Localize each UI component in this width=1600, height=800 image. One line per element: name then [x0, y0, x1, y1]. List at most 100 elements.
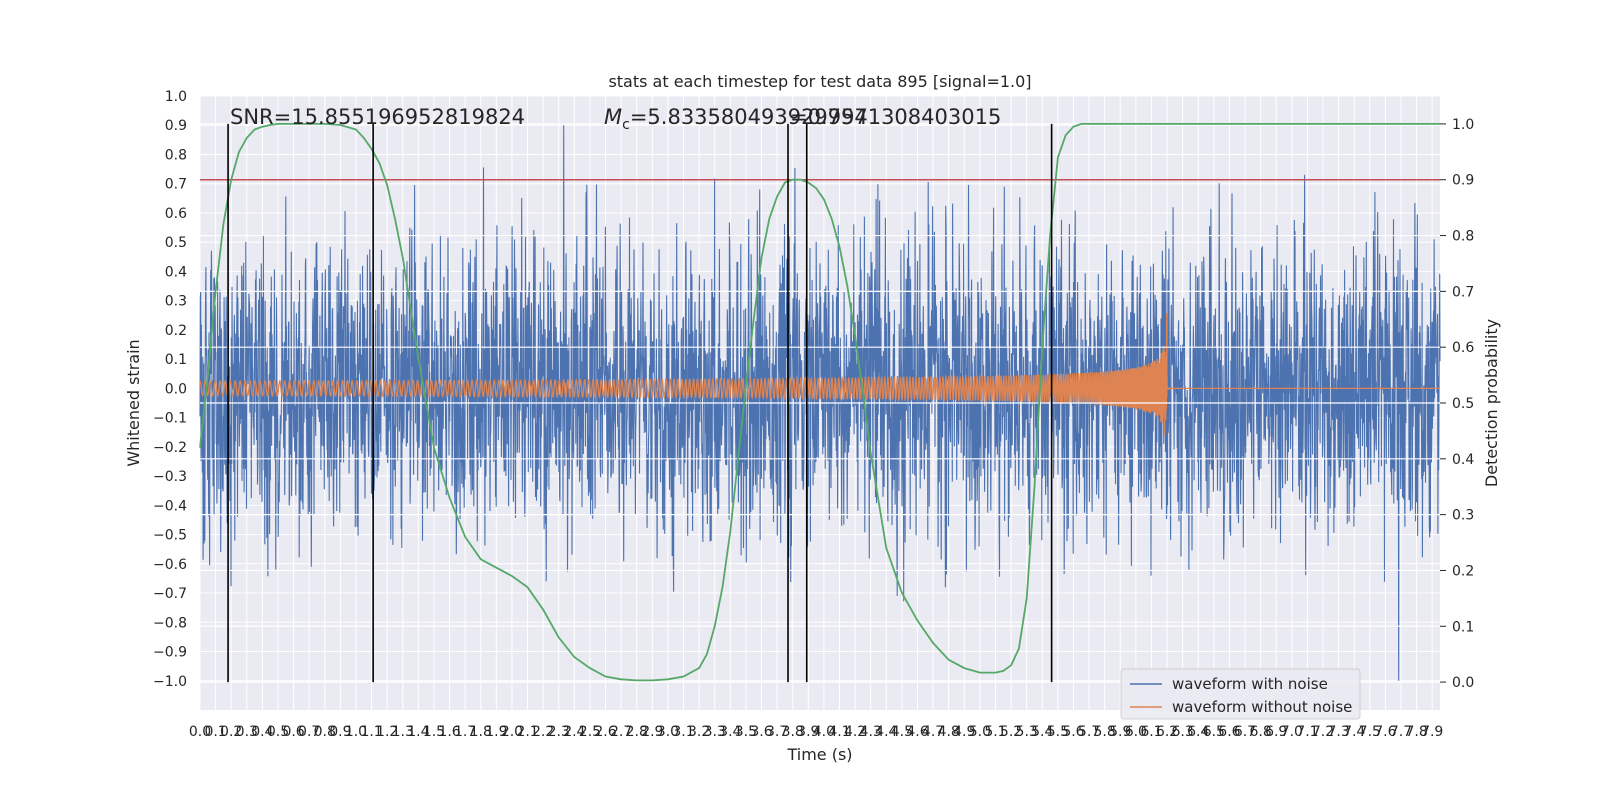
x-tick-label: 4.2	[844, 724, 866, 740]
x-tick-label: 5.2	[1000, 724, 1022, 740]
legend-label-noisy: waveform with noise	[1172, 675, 1328, 693]
y2-tick-label: 0.7	[1452, 284, 1474, 300]
series-noisy-line	[199, 125, 1441, 681]
x-tick-label: 4.5	[891, 724, 913, 740]
x-tick-label: 1.9	[485, 724, 507, 740]
x-tick-labels: 0.00.10.20.30.40.50.60.70.80.91.01.11.21…	[189, 724, 1443, 740]
chirp-mass-annotation: Mc=5.833580493929997	[604, 105, 868, 133]
x-tick-label: 7.0	[1281, 724, 1303, 740]
x-tick-label: 2.5	[579, 724, 601, 740]
x-tick-label: 2.0	[501, 724, 523, 740]
x-tick-label: 4.0	[813, 724, 835, 740]
y2-tick-label: 0.3	[1452, 508, 1474, 524]
y2-tick-label: 0.6	[1452, 340, 1474, 356]
y2-tick-label: 0.0	[1452, 675, 1474, 691]
x-tick-label: 2.6	[594, 724, 616, 740]
y-tick-label: 0.8	[165, 147, 187, 163]
x-tick-label: 4.8	[938, 724, 960, 740]
y-tick-label: −0.1	[153, 411, 187, 427]
x-tick-label: 5.0	[969, 724, 991, 740]
x-tick-label: 3.0	[657, 724, 679, 740]
y-tick-label: 0.2	[165, 323, 187, 339]
x-tick-label: 0.9	[329, 724, 351, 740]
clean-waveform	[199, 313, 1440, 436]
y-tick-label: 0.9	[165, 118, 187, 134]
x-tick-label: 1.6	[438, 724, 460, 740]
x-tick-label: 2.1	[516, 724, 538, 740]
x-tick-label: 7.3	[1327, 724, 1349, 740]
x-tick-label: 3.9	[797, 724, 819, 740]
x-tick-label: 7.4	[1343, 724, 1365, 740]
y-tick-label: −0.2	[153, 440, 187, 456]
mc-value: =5.833580493929997	[630, 105, 868, 129]
probability-curve	[199, 123, 1440, 682]
y-tick-label: 0.3	[165, 294, 187, 310]
y2-tick-label: 0.2	[1452, 563, 1474, 579]
y2-tick-label: 0.8	[1452, 229, 1474, 245]
x-tick-label: 5.5	[1047, 724, 1069, 740]
x-tick-label: 3.5	[735, 724, 757, 740]
x-tick-label: 6.7	[1234, 724, 1256, 740]
x-tick-label: 1.8	[470, 724, 492, 740]
legend: waveform with noise waveform without noi…	[1120, 668, 1361, 720]
x-tick-label: 0.7	[298, 724, 320, 740]
x-tick-label: 7.8	[1405, 724, 1427, 740]
x-tick-label: 7.2	[1312, 724, 1334, 740]
x-tick-label: 0.1	[204, 724, 226, 740]
y2-tick-labels: 0.0 0.1 0.2 0.3 0.4 0.5 0.6 0.7 0.8 0.9 1.0	[1452, 117, 1474, 691]
y2-tick-label: 1.0	[1452, 117, 1474, 133]
x-axis-label: Time (s)	[786, 745, 852, 764]
y-tick-label: 0.4	[165, 264, 187, 280]
x-tick-label: 3.4	[719, 724, 741, 740]
y2-tick-label: 0.1	[1452, 619, 1474, 635]
x-tick-label: 6.6	[1218, 724, 1240, 740]
x-tick-label: 2.3	[548, 724, 570, 740]
y-tick-label: 1.0	[165, 89, 187, 105]
x-tick-label: 5.1	[984, 724, 1006, 740]
y2-tick-label: 0.4	[1452, 452, 1474, 468]
x-tick-label: 6.5	[1203, 724, 1225, 740]
x-tick-label: 1.0	[345, 724, 367, 740]
chart-title: stats at each timestep for test data 895…	[608, 72, 1031, 91]
x-tick-label: 4.1	[828, 724, 850, 740]
overlap-annotation: =0.7541308403015	[790, 105, 1001, 129]
x-tick-label: 4.9	[953, 724, 975, 740]
x-tick-label: 1.1	[360, 724, 382, 740]
x-tick-label: 6.2	[1156, 724, 1178, 740]
x-tick-label: 5.4	[1031, 724, 1053, 740]
x-tick-label: 3.3	[704, 724, 726, 740]
event-markers	[227, 123, 1053, 683]
x-tick-label: 3.8	[782, 724, 804, 740]
y-tick-label: −0.5	[153, 528, 187, 544]
x-tick-label: 0.8	[314, 724, 336, 740]
x-tick-label: 6.9	[1265, 724, 1287, 740]
x-tick-label: 4.4	[875, 724, 897, 740]
x-tick-label: 2.7	[610, 724, 632, 740]
x-tick-label: 4.3	[860, 724, 882, 740]
x-tick-label: 5.6	[1062, 724, 1084, 740]
x-tick-label: 2.9	[641, 724, 663, 740]
x-tick-label: 0.0	[189, 724, 211, 740]
x-tick-label: 4.7	[922, 724, 944, 740]
y-tick-label: 0.7	[165, 177, 187, 193]
x-tick-label: 0.6	[282, 724, 304, 740]
y-tick-label: −0.9	[153, 645, 187, 661]
x-tick-label: 5.8	[1094, 724, 1116, 740]
x-tick-label: 6.8	[1249, 724, 1271, 740]
x-tick-label: 0.2	[220, 724, 242, 740]
legend-box	[1120, 668, 1361, 720]
x-tick-label: 0.5	[267, 724, 289, 740]
y-tick-label: 0.5	[165, 235, 187, 251]
x-tick-label: 3.2	[688, 724, 710, 740]
y-tick-label: 0.0	[165, 381, 187, 397]
y-tick-label: −0.3	[153, 469, 187, 485]
x-tick-label: 2.2	[532, 724, 554, 740]
x-tick-label: 6.1	[1140, 724, 1162, 740]
x-tick-label: 0.4	[251, 724, 273, 740]
x-tick-label: 1.4	[407, 724, 429, 740]
y-tick-label: −0.4	[153, 498, 187, 514]
y-tick-labels: −1.0 −0.9 −0.8 −0.7 −0.6 −0.5 −0.4 −0.3 −0.2 −0.1…	[153, 89, 187, 690]
x-tick-label: 1.3	[392, 724, 414, 740]
series-probability-line	[199, 123, 1440, 682]
